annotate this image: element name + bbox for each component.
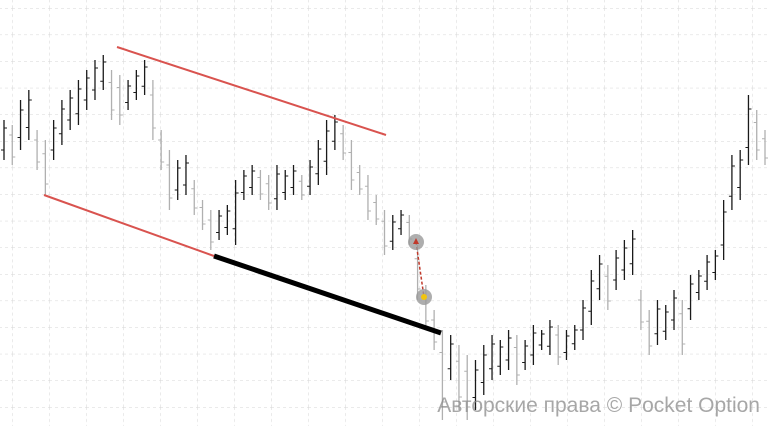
price-bar bbox=[538, 330, 545, 350]
price-bar bbox=[100, 55, 107, 90]
price-bar bbox=[398, 210, 405, 235]
price-bar bbox=[662, 305, 669, 340]
price-bar bbox=[464, 355, 471, 420]
price-bar bbox=[588, 270, 595, 325]
price-bar bbox=[298, 175, 305, 200]
price-bar bbox=[58, 100, 65, 145]
price-bar bbox=[505, 330, 512, 370]
price-bar bbox=[331, 115, 338, 150]
price-bar bbox=[671, 290, 678, 330]
price-bar bbox=[232, 180, 239, 245]
price-bar bbox=[613, 250, 620, 290]
price-bar bbox=[513, 335, 520, 385]
price-bar bbox=[679, 300, 686, 355]
price-bar bbox=[728, 155, 735, 210]
price-bar bbox=[720, 200, 727, 260]
price-bar bbox=[133, 70, 140, 100]
price-bar bbox=[216, 210, 223, 240]
watermark: Авторские права © Pocket Option bbox=[437, 394, 760, 417]
price-bar bbox=[282, 170, 289, 200]
price-bar bbox=[224, 205, 231, 235]
price-bar bbox=[472, 360, 479, 410]
price-bar bbox=[257, 170, 264, 200]
price-bar bbox=[704, 255, 711, 290]
price-bar bbox=[149, 80, 156, 140]
price-bar bbox=[166, 150, 173, 210]
price-bar bbox=[1, 120, 7, 160]
price-bar bbox=[141, 60, 148, 95]
price-bar bbox=[580, 300, 587, 340]
price-bar bbox=[364, 175, 371, 220]
price-bar bbox=[240, 170, 247, 200]
price-bar bbox=[191, 180, 198, 215]
price-bar bbox=[290, 165, 297, 195]
trade-link bbox=[415, 241, 425, 298]
price-bar bbox=[497, 340, 504, 375]
price-bar bbox=[158, 130, 165, 170]
price-bar bbox=[637, 290, 644, 330]
price-bar bbox=[695, 270, 702, 300]
price-bar bbox=[604, 265, 611, 310]
price-bar bbox=[174, 160, 181, 200]
price-bar bbox=[530, 325, 537, 365]
price-bar bbox=[596, 255, 603, 300]
price-bar bbox=[116, 75, 123, 125]
price-bar bbox=[340, 125, 347, 160]
price-bar bbox=[323, 120, 330, 175]
entry-arrow bbox=[413, 238, 419, 244]
price-bar bbox=[455, 345, 462, 410]
price-bar bbox=[125, 80, 132, 110]
price-bar bbox=[381, 210, 388, 255]
price-bar bbox=[108, 70, 115, 120]
price-bar bbox=[629, 230, 636, 275]
price-bar bbox=[712, 250, 719, 280]
price-bar bbox=[356, 165, 363, 195]
price-bar bbox=[439, 330, 446, 420]
price-bar bbox=[17, 100, 24, 150]
price-bar bbox=[50, 120, 57, 160]
price-bar bbox=[489, 335, 496, 380]
exit-dot bbox=[421, 294, 427, 300]
price-bar bbox=[75, 80, 82, 125]
price-bar bbox=[265, 175, 272, 210]
price-bar bbox=[91, 60, 98, 100]
price-bar bbox=[307, 160, 314, 195]
price-bar bbox=[83, 70, 90, 110]
price-bar bbox=[25, 90, 32, 140]
price-bar bbox=[753, 110, 760, 160]
price-bar bbox=[480, 345, 487, 395]
price-bar bbox=[737, 150, 744, 200]
channel-top bbox=[116, 46, 387, 136]
price-bar bbox=[687, 275, 694, 320]
price-bar bbox=[563, 330, 570, 360]
price-bar bbox=[447, 335, 454, 380]
price-bar bbox=[42, 140, 49, 195]
price-bar bbox=[249, 165, 256, 195]
price-bar bbox=[389, 215, 396, 250]
price-bar bbox=[348, 140, 355, 190]
price-bar bbox=[546, 320, 553, 355]
price-bar bbox=[522, 340, 529, 370]
price-bar bbox=[34, 130, 41, 170]
price-bar bbox=[373, 195, 380, 225]
price-bar bbox=[273, 165, 280, 210]
price-bar bbox=[315, 140, 322, 185]
price-bar bbox=[182, 155, 189, 195]
channel-bottom bbox=[43, 194, 215, 257]
breakout-line bbox=[213, 253, 442, 336]
price-bar bbox=[199, 200, 206, 230]
price-bar bbox=[67, 90, 74, 130]
price-bar bbox=[9, 125, 16, 165]
price-bar bbox=[571, 325, 578, 350]
price-bar bbox=[621, 240, 628, 280]
price-bar bbox=[654, 300, 661, 345]
price-bar bbox=[745, 95, 752, 165]
price-bar bbox=[207, 210, 214, 250]
bars bbox=[1, 55, 768, 420]
price-bar bbox=[555, 325, 562, 365]
price-bar bbox=[646, 310, 653, 355]
